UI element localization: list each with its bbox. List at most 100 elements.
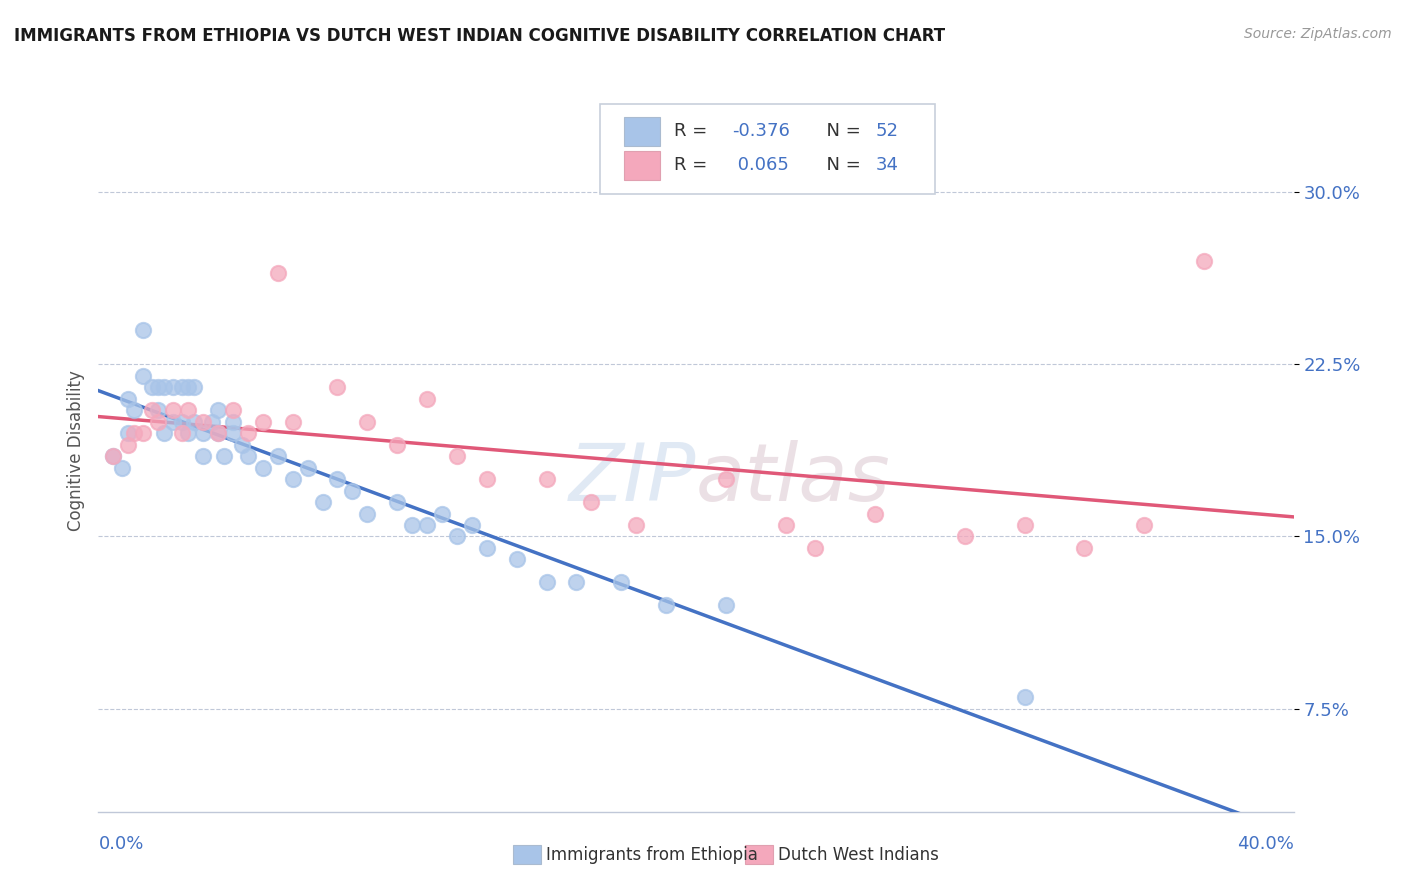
Point: [461, 518, 484, 533]
Point: [231, 438, 253, 452]
FancyBboxPatch shape: [600, 103, 935, 194]
Text: -0.376: -0.376: [733, 122, 790, 140]
Point: [475, 541, 498, 555]
Point: [416, 392, 439, 406]
Point: [103, 449, 125, 463]
Point: [132, 426, 155, 441]
Y-axis label: Cognitive Disability: Cognitive Disability: [66, 370, 84, 531]
Text: IMMIGRANTS FROM ETHIOPIA VS DUTCH WEST INDIAN COGNITIVE DISABILITY CORRELATION C: IMMIGRANTS FROM ETHIOPIA VS DUTCH WEST I…: [14, 27, 945, 45]
Point: [311, 495, 333, 509]
Text: 0.065: 0.065: [733, 156, 789, 174]
Point: [385, 495, 409, 509]
Point: [172, 426, 194, 441]
Point: [177, 426, 200, 441]
Point: [1133, 518, 1156, 533]
Point: [401, 518, 423, 533]
Point: [207, 403, 229, 417]
Point: [475, 472, 498, 486]
Point: [536, 575, 558, 590]
Point: [162, 415, 184, 429]
Point: [162, 380, 184, 394]
Point: [117, 392, 139, 406]
Point: [252, 415, 274, 429]
Point: [153, 426, 176, 441]
Point: [714, 472, 737, 486]
Point: [141, 403, 163, 417]
Point: [201, 415, 224, 429]
Text: N =: N =: [815, 122, 868, 140]
Point: [804, 541, 827, 555]
Point: [342, 483, 364, 498]
Point: [1014, 690, 1036, 704]
Point: [162, 403, 184, 417]
Point: [172, 415, 194, 429]
Text: 34: 34: [876, 156, 898, 174]
Point: [326, 380, 349, 394]
Point: [207, 426, 229, 441]
Point: [326, 472, 349, 486]
Point: [506, 552, 529, 566]
Point: [236, 426, 259, 441]
Point: [1192, 254, 1215, 268]
Point: [356, 415, 378, 429]
Point: [626, 518, 648, 533]
Point: [148, 415, 170, 429]
Bar: [745, 845, 773, 864]
Text: Immigrants from Ethiopia: Immigrants from Ethiopia: [546, 846, 758, 863]
Point: [446, 529, 468, 543]
Point: [252, 460, 274, 475]
Point: [416, 518, 439, 533]
Point: [1073, 541, 1095, 555]
Text: R =: R =: [675, 122, 713, 140]
Point: [581, 495, 603, 509]
Text: ZIP: ZIP: [568, 441, 696, 518]
Point: [1014, 518, 1036, 533]
Point: [111, 460, 134, 475]
Text: atlas: atlas: [696, 441, 891, 518]
Bar: [624, 151, 661, 179]
Point: [148, 380, 170, 394]
Point: [212, 449, 235, 463]
Text: Dutch West Indians: Dutch West Indians: [778, 846, 938, 863]
Point: [117, 426, 139, 441]
Point: [610, 575, 633, 590]
Point: [183, 380, 205, 394]
Point: [191, 415, 214, 429]
Point: [172, 380, 194, 394]
Point: [865, 507, 887, 521]
Point: [446, 449, 468, 463]
Point: [117, 438, 139, 452]
Point: [132, 368, 155, 383]
Text: N =: N =: [815, 156, 868, 174]
Point: [385, 438, 409, 452]
Point: [124, 426, 146, 441]
Point: [222, 403, 245, 417]
Point: [191, 449, 214, 463]
Bar: [624, 117, 661, 145]
Point: [191, 426, 214, 441]
Point: [430, 507, 453, 521]
Text: 0.0%: 0.0%: [98, 835, 143, 853]
Point: [953, 529, 976, 543]
Point: [536, 472, 558, 486]
Point: [281, 415, 304, 429]
Point: [153, 380, 176, 394]
Bar: [513, 845, 541, 864]
Point: [267, 266, 290, 280]
Point: [222, 426, 245, 441]
Point: [281, 472, 304, 486]
Point: [177, 403, 200, 417]
Point: [141, 380, 163, 394]
Text: 52: 52: [876, 122, 898, 140]
Point: [236, 449, 259, 463]
Point: [207, 426, 229, 441]
Point: [267, 449, 290, 463]
Point: [132, 323, 155, 337]
Point: [148, 403, 170, 417]
Text: 40.0%: 40.0%: [1237, 835, 1294, 853]
Point: [297, 460, 319, 475]
Point: [124, 403, 146, 417]
Point: [655, 599, 678, 613]
Point: [103, 449, 125, 463]
Point: [356, 507, 378, 521]
